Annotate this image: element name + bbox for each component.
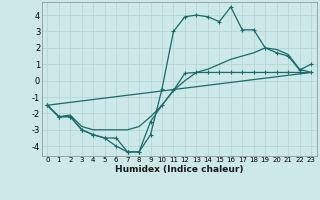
X-axis label: Humidex (Indice chaleur): Humidex (Indice chaleur) <box>115 165 244 174</box>
